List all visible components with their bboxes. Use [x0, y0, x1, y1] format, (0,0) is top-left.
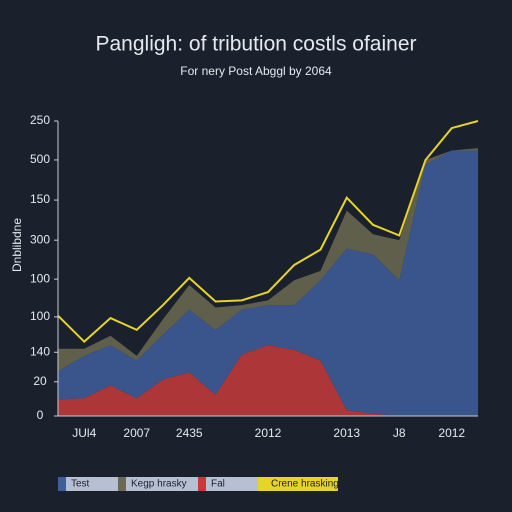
legend-label: Fal — [211, 479, 225, 490]
area — [58, 148, 478, 372]
y-tick-label: 300 — [30, 232, 50, 246]
legend-swatch — [258, 477, 266, 491]
legend-swatch — [58, 477, 66, 491]
y-axis-label: Dnblibdne — [10, 218, 24, 272]
y-tick-label: 20 — [33, 374, 47, 388]
y-tick-label: 0 — [37, 408, 44, 422]
x-tick-label: 2007 — [123, 426, 150, 440]
x-tick-label: 2012 — [255, 426, 282, 440]
y-tick-label: 100 — [30, 309, 50, 323]
x-tick-label: J8 — [393, 426, 406, 440]
legend-box — [206, 477, 262, 491]
chart-title: Pangligh: of tribution costls ofainer — [95, 33, 416, 56]
x-tick-label: JUl4 — [72, 426, 96, 440]
area — [58, 150, 478, 416]
y-tick-label: 500 — [30, 152, 50, 166]
legend-box — [266, 477, 338, 491]
total-line — [57, 120, 479, 344]
y-tick-label: 140 — [30, 344, 50, 358]
legend-swatch — [118, 477, 126, 491]
legend-swatch — [198, 477, 206, 491]
y-tick-label: 100 — [30, 271, 50, 285]
chart-subtitle: For nery Post Abggl by 2064 — [180, 64, 332, 78]
x-tick-label: 2435 — [176, 426, 203, 440]
area — [58, 345, 478, 416]
y-tick-label: 250 — [30, 113, 50, 127]
x-tick-label: 2012 — [438, 426, 465, 440]
legend-label: Kegp hrasky — [131, 479, 187, 490]
y-tick-label: 150 — [30, 192, 50, 206]
legend-label: Crene hrasking — [271, 479, 339, 490]
legend-box — [126, 477, 200, 491]
x-tick-label: 2013 — [333, 426, 360, 440]
legend-box — [66, 477, 124, 491]
legend-label: Test — [71, 479, 90, 490]
